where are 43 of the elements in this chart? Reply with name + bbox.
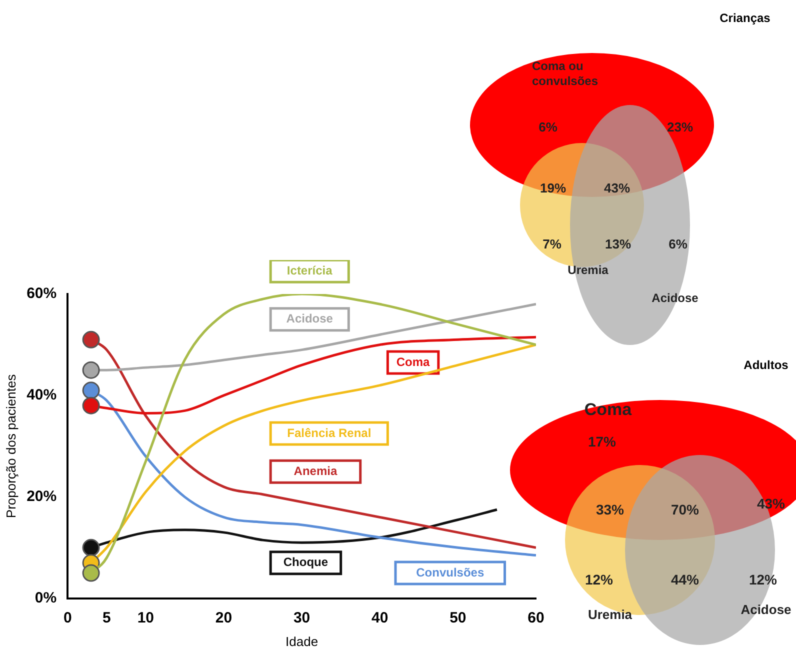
text: 7% [542, 236, 562, 252]
series-label: Convulsões [416, 565, 484, 580]
text: 23% [666, 119, 694, 134]
series-label: Icterícia [286, 263, 333, 278]
category-label: Coma ou convulsões [532, 59, 598, 88]
y-tick-label: 0% [34, 590, 57, 607]
category-label: Acidose [740, 602, 792, 617]
text: 33% [596, 502, 625, 518]
text: 43% [756, 496, 786, 512]
x-tick-label: 0 [63, 610, 72, 627]
text: 43% [604, 180, 630, 196]
x-tick-label: 5 [102, 610, 111, 627]
series-label: Coma [396, 354, 430, 369]
x-tick-label: 60 [528, 610, 544, 627]
y-axis-title: Proporção dos pacientes [3, 374, 18, 518]
category-label: Coma [584, 400, 632, 419]
series-label: Choque [283, 555, 328, 570]
text: 12% [748, 572, 778, 588]
y-tick-label: 20% [26, 488, 57, 506]
text: 6% [538, 119, 558, 134]
text: Adultos [744, 358, 789, 372]
text: 19% [540, 180, 566, 196]
text: Crianças [720, 11, 771, 25]
category-label: Uremia [568, 263, 609, 277]
category-label: Acidose [652, 291, 699, 305]
text: 13% [604, 236, 632, 252]
series-label: Acidose [286, 312, 334, 326]
series-label: Anemia [294, 464, 338, 478]
y-tick-label: 40% [26, 386, 57, 404]
text: 70% [670, 502, 700, 518]
text: 44% [670, 572, 700, 588]
x-tick-label: 50 [450, 610, 466, 627]
x-axis-title: Idade [286, 634, 318, 649]
text: 12% [584, 572, 614, 588]
text: 17% [588, 434, 617, 450]
series-label: Falência Renal [287, 426, 372, 440]
text: 6% [668, 236, 688, 252]
x-tick-label: 40 [372, 610, 388, 627]
x-tick-label: 10 [137, 610, 154, 627]
y-tick-label: 60% [26, 285, 57, 302]
x-tick-label: 30 [293, 610, 310, 627]
category-label: Uremia [588, 607, 633, 622]
x-tick-label: 20 [215, 610, 232, 627]
